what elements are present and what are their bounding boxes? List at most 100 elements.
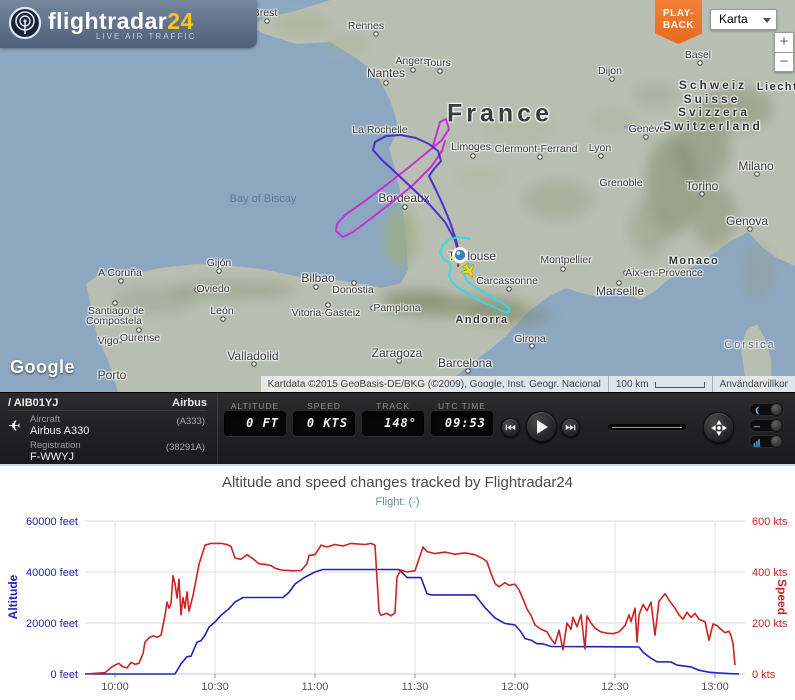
terrain-blob bbox=[697, 86, 773, 130]
city-dot bbox=[537, 154, 543, 160]
trail-dash-icon bbox=[753, 425, 761, 428]
skip-back-button[interactable] bbox=[501, 418, 520, 437]
terrain-blob bbox=[466, 307, 550, 325]
terrain-blob bbox=[482, 112, 558, 144]
trail-toggle-pill[interactable] bbox=[749, 419, 783, 432]
y-right-tick-label: 200 kts bbox=[752, 618, 788, 630]
city-dot bbox=[373, 31, 379, 37]
city-dot bbox=[609, 76, 615, 82]
terrain-blob bbox=[674, 112, 730, 184]
city-dot bbox=[470, 153, 476, 159]
city-dot bbox=[251, 361, 257, 367]
city-dot bbox=[383, 80, 389, 86]
sea-1 bbox=[436, 232, 795, 392]
playback-ribbon-line2: BACK bbox=[663, 20, 694, 31]
x-tick-label: 10:30 bbox=[201, 681, 229, 693]
center-map-button[interactable] bbox=[703, 412, 734, 443]
map[interactable]: Brest Rennes Nantes Angers Tours Dijon La Roch… bbox=[0, 0, 795, 392]
city-dot bbox=[351, 280, 357, 286]
city-dot bbox=[117, 337, 123, 343]
logo-wordmark: flightradar24 bbox=[48, 8, 194, 34]
city-dot bbox=[396, 358, 402, 364]
night-mode-toggle[interactable] bbox=[745, 403, 789, 416]
city-dot bbox=[194, 287, 200, 293]
terms-of-use-link[interactable]: Användarvillkor bbox=[711, 376, 795, 392]
terrain-blob bbox=[384, 208, 416, 268]
map-type-value: Karta bbox=[719, 12, 748, 26]
trail-toggle[interactable] bbox=[745, 419, 789, 432]
city-dot bbox=[136, 327, 142, 333]
terrain-blob bbox=[742, 244, 774, 300]
terrain-blob bbox=[630, 200, 670, 256]
seek-slider-track bbox=[612, 427, 682, 428]
chart-canvas: 0 feet 20000 feet 40000 feet 60000 feet 0 kt… bbox=[6, 516, 789, 693]
map-attribution-text: Kartdata ©2015 GeoBasis-DE/BKG (©2009), … bbox=[267, 378, 601, 390]
x-tick-label: 12:00 bbox=[501, 681, 529, 693]
city-dot bbox=[437, 68, 443, 74]
playback-control-bar: / AIB01YJ Airbus ✈ Aircraft (A333) Airbu… bbox=[0, 392, 795, 465]
terrain-blob bbox=[633, 82, 677, 108]
y-right-tick-label: 0 kts bbox=[752, 669, 776, 681]
city-dot bbox=[623, 270, 629, 276]
terrain-blob bbox=[587, 108, 637, 132]
map-base-canvas bbox=[0, 0, 795, 392]
moon-icon bbox=[755, 406, 760, 415]
aircraft-type-value: Airbus A330 bbox=[30, 425, 90, 437]
play-button[interactable] bbox=[526, 411, 557, 442]
city-dot bbox=[747, 226, 753, 232]
skip-forward-icon bbox=[565, 424, 576, 431]
airplane-icon: ✈ bbox=[8, 418, 21, 435]
city-dot bbox=[313, 284, 319, 290]
header-bar: flightradar24 LIVE AIR TRAFFIC bbox=[0, 0, 257, 48]
y-left-tick-label: 0 feet bbox=[50, 669, 78, 681]
altitude-speed-chart: 0 feet 20000 feet 40000 feet 60000 feet 0 kt… bbox=[0, 464, 795, 700]
google-logo: Google bbox=[10, 357, 75, 377]
city-dot bbox=[220, 316, 226, 322]
terrain-blob bbox=[380, 289, 450, 305]
city-dot bbox=[529, 343, 535, 349]
speed-display-label: SPEED bbox=[307, 401, 341, 411]
utc-time-display-value: 09:53 bbox=[431, 411, 493, 436]
track-display-label: TRACK bbox=[376, 401, 410, 411]
map-type-select[interactable]: Karta bbox=[710, 9, 777, 30]
y-left-tick-label: 20000 feet bbox=[26, 618, 78, 630]
island-0 bbox=[740, 323, 773, 392]
callsign-row: / AIB01YJ Airbus bbox=[8, 395, 207, 411]
skip-forward-button[interactable] bbox=[561, 418, 580, 437]
city-dot bbox=[325, 302, 331, 308]
utc-time-display-label: UTC TIME bbox=[438, 401, 486, 411]
city-dot bbox=[697, 60, 703, 66]
aircraft-manufacturer: Airbus bbox=[172, 396, 207, 409]
skip-back-icon bbox=[505, 424, 516, 431]
city-dot bbox=[754, 171, 760, 177]
graph-toggle[interactable] bbox=[745, 435, 789, 448]
playback-ribbon[interactable]: PLAY- BACK bbox=[655, 0, 702, 44]
graph-toggle-pill[interactable] bbox=[749, 435, 783, 448]
aircraft-label: Aircraft bbox=[30, 414, 61, 425]
y-right-tick-label: 600 kts bbox=[752, 516, 788, 528]
trail-toggle-knob bbox=[770, 419, 783, 432]
y-right-axis-title: Speed bbox=[775, 579, 789, 615]
night-mode-toggle-pill[interactable] bbox=[749, 403, 783, 416]
flight-callsign: / AIB01YJ bbox=[8, 396, 59, 409]
radar-logo-icon bbox=[8, 6, 42, 40]
aircraft-type-code: (A333) bbox=[176, 416, 205, 427]
registration-hex-code: (38291A) bbox=[165, 442, 205, 453]
city-dot bbox=[118, 278, 124, 284]
x-tick-label: 13:00 bbox=[701, 681, 729, 693]
seek-slider[interactable] bbox=[608, 424, 686, 430]
y-right-tick-label: 400 kts bbox=[752, 567, 788, 579]
logo-tagline: LIVE AIR TRAFFIC bbox=[96, 32, 197, 41]
zoom-out-button[interactable]: − bbox=[774, 52, 794, 72]
crosshair-move-icon bbox=[710, 419, 727, 436]
terrain-blob bbox=[326, 35, 370, 53]
map-scale-label: 100 km bbox=[615, 378, 649, 390]
terrain-blob bbox=[524, 180, 592, 220]
terrain-blob bbox=[275, 14, 331, 34]
flightradar24-logo[interactable]: flightradar24 bbox=[8, 6, 194, 40]
track-display-value: 148° bbox=[362, 411, 424, 436]
registration-label: Registration bbox=[30, 440, 81, 451]
altitude-display-value: 0 FT bbox=[224, 411, 286, 436]
zoom-in-button[interactable]: + bbox=[774, 32, 794, 52]
